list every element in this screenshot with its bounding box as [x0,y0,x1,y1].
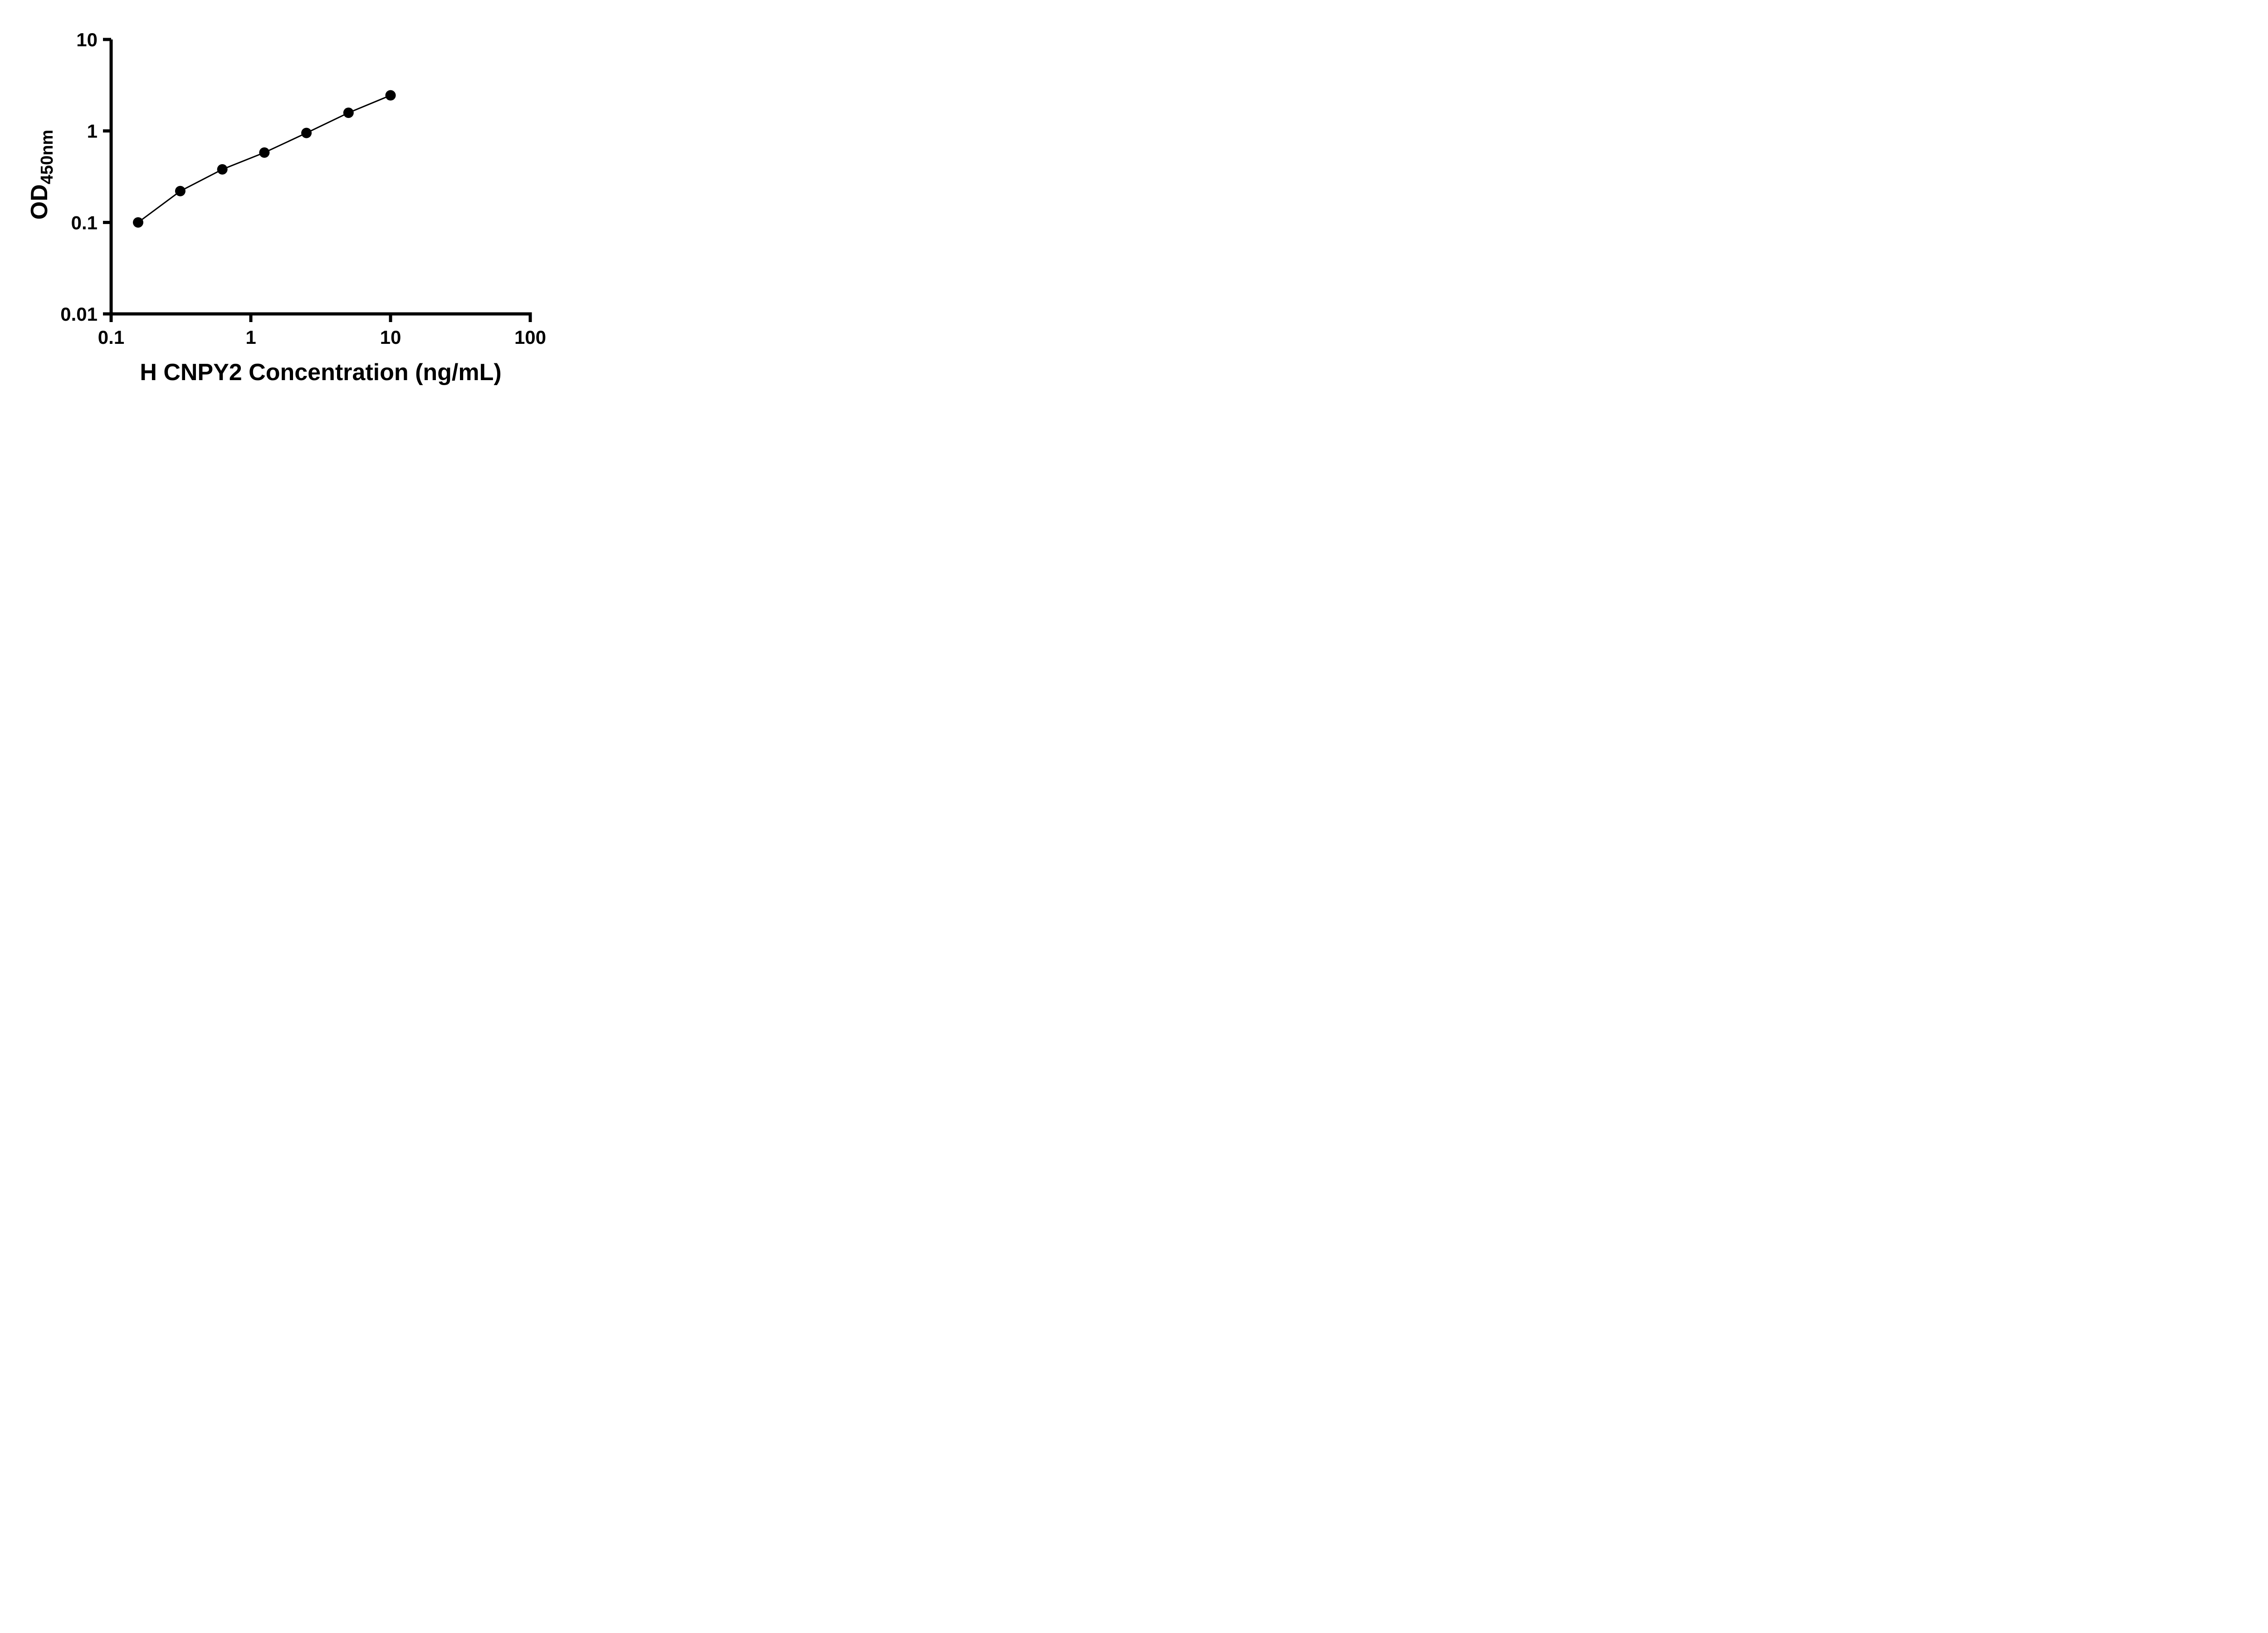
elisa-standard-curve-figure: 0.01 0.1 1 10 0.1 1 10 100 H CNPY2 Concentration… [0,0,583,408]
y-tick-label: 10 [76,29,98,50]
x-tick-label: 1 [245,327,256,348]
data-point [343,108,354,118]
data-point [132,217,143,228]
data-point [385,90,396,101]
y-tick-label: 0.01 [60,303,98,325]
y-axis-label: OD450nm [26,130,57,220]
data-point [217,164,228,175]
y-tick-label: 0.1 [71,212,98,233]
x-tick-label: 10 [380,327,401,348]
x-axis-label: H CNPY2 Concentration (ng/mL) [140,359,501,386]
elisa-standard-curve-page: 0.01 0.1 1 10 0.1 1 10 100 H CNPY2 Concentration… [0,0,583,408]
x-tick-label: 0.1 [98,327,124,348]
data-point [301,127,312,138]
data-point [259,147,270,158]
y-tick-label: 1 [87,121,98,142]
data-point [175,186,186,196]
x-tick-label: 100 [514,327,546,348]
